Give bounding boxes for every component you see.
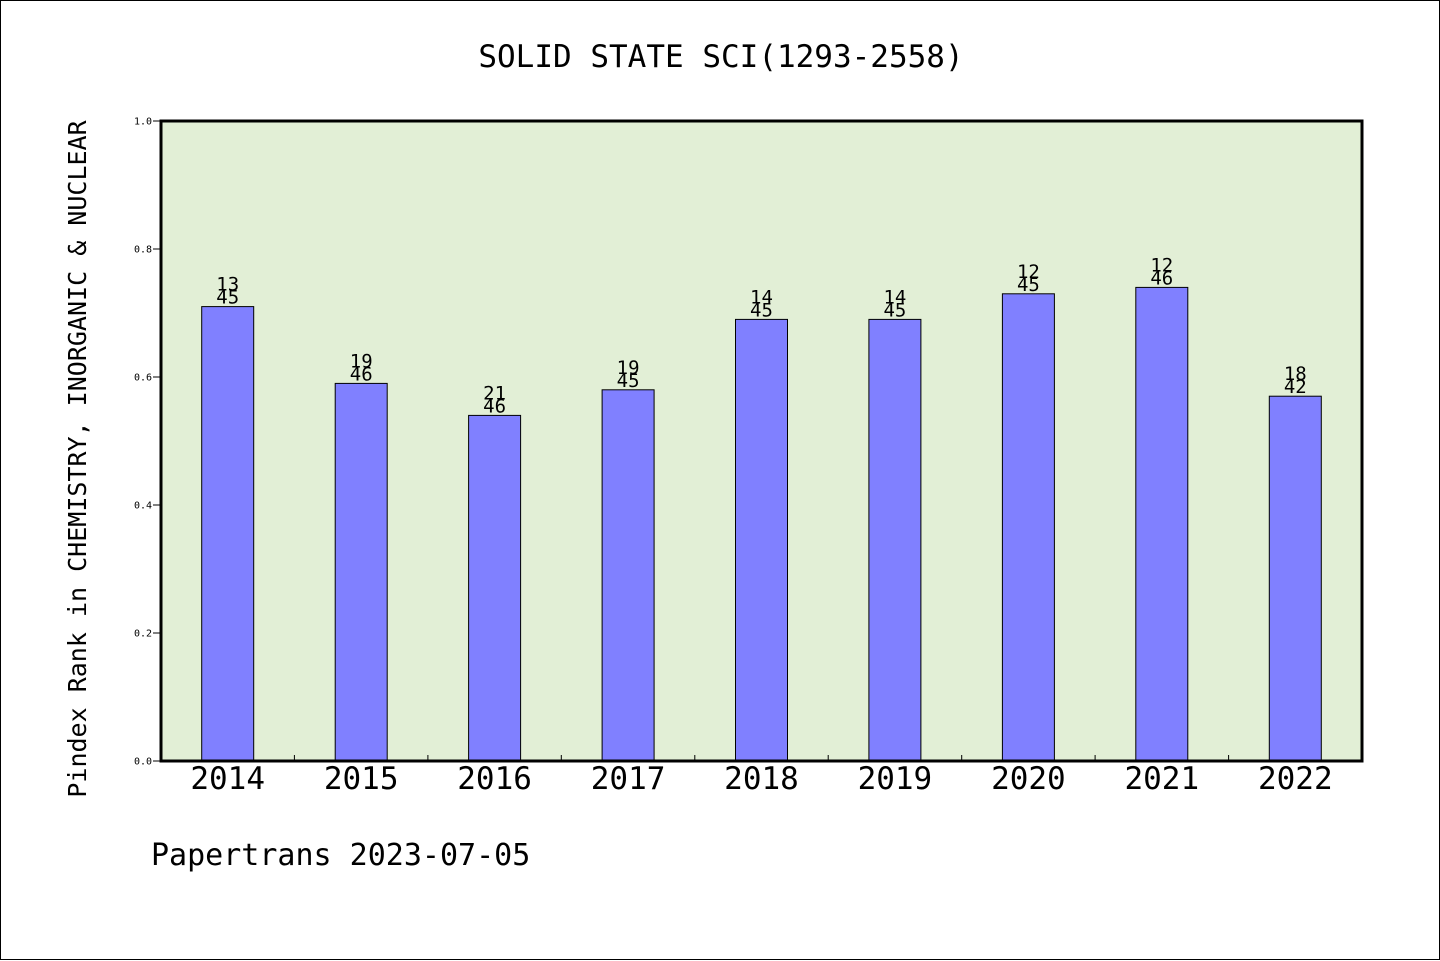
footer-credit: Papertrans 2023-07-05 [151, 838, 530, 873]
total-label-2020: 45 [1017, 274, 1040, 296]
y-tick-label: 1.0 [134, 117, 152, 128]
rank-label-2022: 18 [1284, 363, 1307, 385]
y-tick-label: 0.8 [134, 245, 152, 256]
y-tick-label: 0.0 [134, 757, 152, 768]
total-label-2022: 42 [1284, 376, 1307, 398]
x-tick-label-2015: 2015 [324, 761, 399, 797]
total-label-2017: 45 [617, 370, 640, 392]
y-tick-label: 0.4 [134, 501, 152, 512]
bar-2015 [334, 382, 388, 762]
x-tick-label-2014: 2014 [190, 761, 265, 797]
bar-2017 [601, 389, 655, 762]
x-axis: 2014 2015 2016 2017 2018 2019 2020 2021 2022 [190, 755, 1333, 797]
total-label-2019: 45 [883, 299, 906, 321]
bar-2022 [1268, 395, 1322, 762]
rank-label-2016: 21 [483, 382, 506, 404]
rank-label-2017: 19 [617, 357, 640, 379]
plot-border [159, 119, 1364, 763]
x-tick-label-2017: 2017 [591, 761, 666, 797]
y-axis: 0.0 0.2 0.4 0.6 0.8 1.0 [134, 117, 161, 768]
y-tick-label: 0.6 [134, 373, 152, 384]
total-label-2021: 46 [1150, 267, 1173, 289]
bar-2019 [868, 318, 922, 762]
total-label-2018: 45 [750, 299, 773, 321]
x-tick-label-2016: 2016 [457, 761, 532, 797]
total-label-2016: 46 [483, 395, 506, 417]
x-tick-label-2018: 2018 [724, 761, 799, 797]
chart-title: SOLID STATE SCI(1293-2558) [478, 39, 963, 75]
y-tick-label: 0.2 [134, 629, 152, 640]
rank-label-2014: 13 [216, 274, 239, 296]
bars-layer [201, 286, 1322, 762]
rank-label-2018: 14 [750, 286, 773, 308]
rank-label-2021: 12 [1150, 254, 1173, 276]
bar-2018 [735, 318, 788, 762]
x-tick-label-2021: 2021 [1124, 761, 1199, 797]
x-tick-label-2019: 2019 [858, 761, 933, 797]
bar-2014 [201, 306, 255, 762]
x-tick-label-2022: 2022 [1258, 761, 1333, 797]
rank-label-2020: 12 [1017, 261, 1040, 283]
bar-2021 [1135, 286, 1189, 762]
bar-2020 [1001, 293, 1055, 762]
rank-label-2015: 19 [350, 350, 373, 372]
rank-label-2019: 14 [883, 286, 906, 308]
y-axis-label: Pindex Rank in CHEMISTRY, INORGANIC & NU… [63, 119, 92, 797]
total-label-2014: 45 [216, 287, 239, 309]
x-tick-label-2020: 2020 [991, 761, 1066, 797]
total-label-2015: 46 [350, 363, 373, 385]
bar-2016 [468, 414, 522, 762]
